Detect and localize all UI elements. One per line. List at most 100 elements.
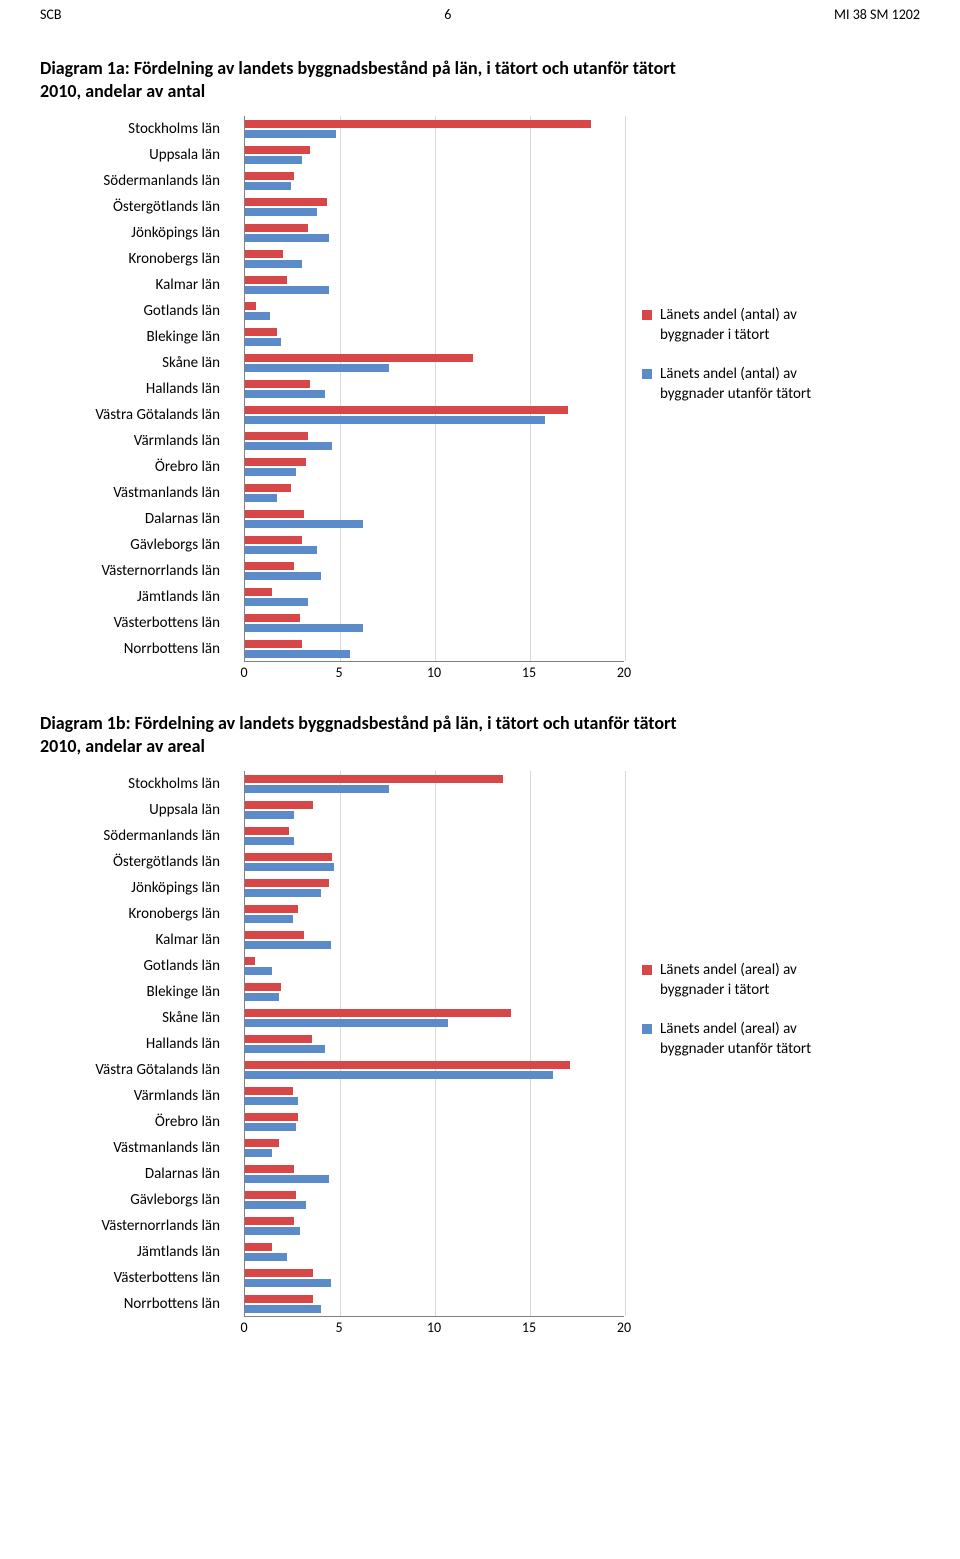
bar-group bbox=[245, 1187, 624, 1213]
bar-series-a bbox=[245, 380, 310, 388]
bar-series-b bbox=[245, 520, 363, 528]
y-axis-label: Norrbottens län bbox=[124, 1291, 226, 1317]
bar-group bbox=[245, 116, 624, 142]
bar-series-a bbox=[245, 1113, 298, 1121]
legend-label: Länets andel (antal) av byggnader i täto… bbox=[660, 306, 852, 345]
y-axis-label: Örebro län bbox=[155, 1109, 226, 1135]
bar-series-b bbox=[245, 1071, 553, 1079]
bar-series-a bbox=[245, 801, 313, 809]
bar-series-b bbox=[245, 312, 270, 320]
bar-group bbox=[245, 1239, 624, 1265]
bar-series-a bbox=[245, 1217, 294, 1225]
chart-1b: Stockholms länUppsala länSödermanlands l… bbox=[40, 771, 920, 1339]
bar-series-a bbox=[245, 562, 294, 570]
bar-series-a bbox=[245, 1087, 293, 1095]
bar-group bbox=[245, 246, 624, 272]
bar-series-a bbox=[245, 484, 291, 492]
bar-series-a bbox=[245, 120, 591, 128]
y-axis-label: Västernorrlands län bbox=[101, 1213, 226, 1239]
bar-series-a bbox=[245, 588, 272, 596]
bar-group bbox=[245, 402, 624, 428]
bar-series-b bbox=[245, 416, 545, 424]
bar-series-b bbox=[245, 967, 272, 975]
bar-group bbox=[245, 1109, 624, 1135]
bar-series-a bbox=[245, 276, 287, 284]
y-axis-label: Västernorrlands län bbox=[101, 558, 226, 584]
bar-series-b bbox=[245, 1097, 298, 1105]
bar-series-b bbox=[245, 1305, 321, 1313]
y-axis-label: Östergötlands län bbox=[113, 849, 226, 875]
bar-series-b bbox=[245, 650, 350, 658]
y-axis-label: Västerbottens län bbox=[114, 610, 226, 636]
bar-series-b bbox=[245, 941, 331, 949]
bar-series-b bbox=[245, 156, 302, 164]
bar-group bbox=[245, 636, 624, 662]
y-axis-label: Dalarnas län bbox=[145, 1161, 226, 1187]
bar-group bbox=[245, 220, 624, 246]
y-axis-label: Jämtlands län bbox=[137, 1239, 226, 1265]
bar-series-a bbox=[245, 1295, 313, 1303]
bar-group bbox=[245, 610, 624, 636]
bar-group bbox=[245, 584, 624, 610]
chart-1a-y-labels: Stockholms länUppsala länSödermanlands l… bbox=[40, 116, 226, 662]
y-axis-label: Dalarnas län bbox=[145, 506, 226, 532]
y-axis-label: Västerbottens län bbox=[114, 1265, 226, 1291]
bar-group bbox=[245, 1135, 624, 1161]
bar-series-a bbox=[245, 983, 281, 991]
y-axis-label: Blekinge län bbox=[146, 324, 226, 350]
legend-item: Länets andel (areal) av byggnader i täto… bbox=[642, 961, 852, 1000]
bar-group bbox=[245, 901, 624, 927]
chart-1b-bars bbox=[245, 771, 624, 1317]
legend-swatch bbox=[642, 1024, 652, 1034]
bar-group bbox=[245, 927, 624, 953]
bar-group bbox=[245, 324, 624, 350]
bar-series-b bbox=[245, 442, 332, 450]
y-axis-label: Hallands län bbox=[146, 376, 226, 402]
bar-series-a bbox=[245, 146, 310, 154]
bar-group bbox=[245, 1083, 624, 1109]
y-axis-label: Södermanlands län bbox=[103, 168, 226, 194]
bar-group bbox=[245, 849, 624, 875]
header-right: MI 38 SM 1202 bbox=[834, 6, 920, 23]
bar-series-b bbox=[245, 546, 317, 554]
y-axis-label: Jönköpings län bbox=[131, 220, 226, 246]
bar-series-b bbox=[245, 1175, 329, 1183]
y-axis-label: Kronobergs län bbox=[129, 901, 226, 927]
bar-series-a bbox=[245, 640, 302, 648]
bar-series-a bbox=[245, 432, 308, 440]
x-axis-tick: 15 bbox=[522, 1319, 536, 1336]
chart-1a: Stockholms länUppsala länSödermanlands l… bbox=[40, 116, 920, 684]
y-axis-label: Blekinge län bbox=[146, 979, 226, 1005]
bar-group bbox=[245, 1031, 624, 1057]
bar-series-a bbox=[245, 172, 294, 180]
y-axis-label: Hallands län bbox=[146, 1031, 226, 1057]
x-axis-tick: 10 bbox=[427, 664, 441, 681]
x-axis-tick: 0 bbox=[240, 664, 247, 681]
bar-group bbox=[245, 454, 624, 480]
y-axis-label: Jönköpings län bbox=[131, 875, 226, 901]
header-center: 6 bbox=[444, 6, 451, 23]
bar-series-a bbox=[245, 614, 300, 622]
bar-series-b bbox=[245, 234, 329, 242]
x-axis-tick: 5 bbox=[335, 1319, 342, 1336]
legend-swatch bbox=[642, 310, 652, 320]
bar-group bbox=[245, 1161, 624, 1187]
bar-group bbox=[245, 1265, 624, 1291]
bar-series-b bbox=[245, 863, 334, 871]
y-axis-label: Östergötlands län bbox=[113, 194, 226, 220]
bar-group bbox=[245, 142, 624, 168]
bar-series-b bbox=[245, 1045, 325, 1053]
bar-series-b bbox=[245, 598, 308, 606]
y-axis-label: Örebro län bbox=[155, 454, 226, 480]
y-axis-label: Västra Götalands län bbox=[95, 402, 226, 428]
bar-group bbox=[245, 1213, 624, 1239]
y-axis-label: Uppsala län bbox=[149, 797, 226, 823]
bar-series-b bbox=[245, 1253, 287, 1261]
x-axis-tick: 20 bbox=[617, 664, 631, 681]
bar-series-b bbox=[245, 1227, 300, 1235]
bar-group bbox=[245, 1291, 624, 1317]
legend-label: Länets andel (antal) av byggnader utanfö… bbox=[660, 365, 852, 404]
bar-group bbox=[245, 272, 624, 298]
bar-series-a bbox=[245, 879, 329, 887]
bar-series-a bbox=[245, 1269, 313, 1277]
